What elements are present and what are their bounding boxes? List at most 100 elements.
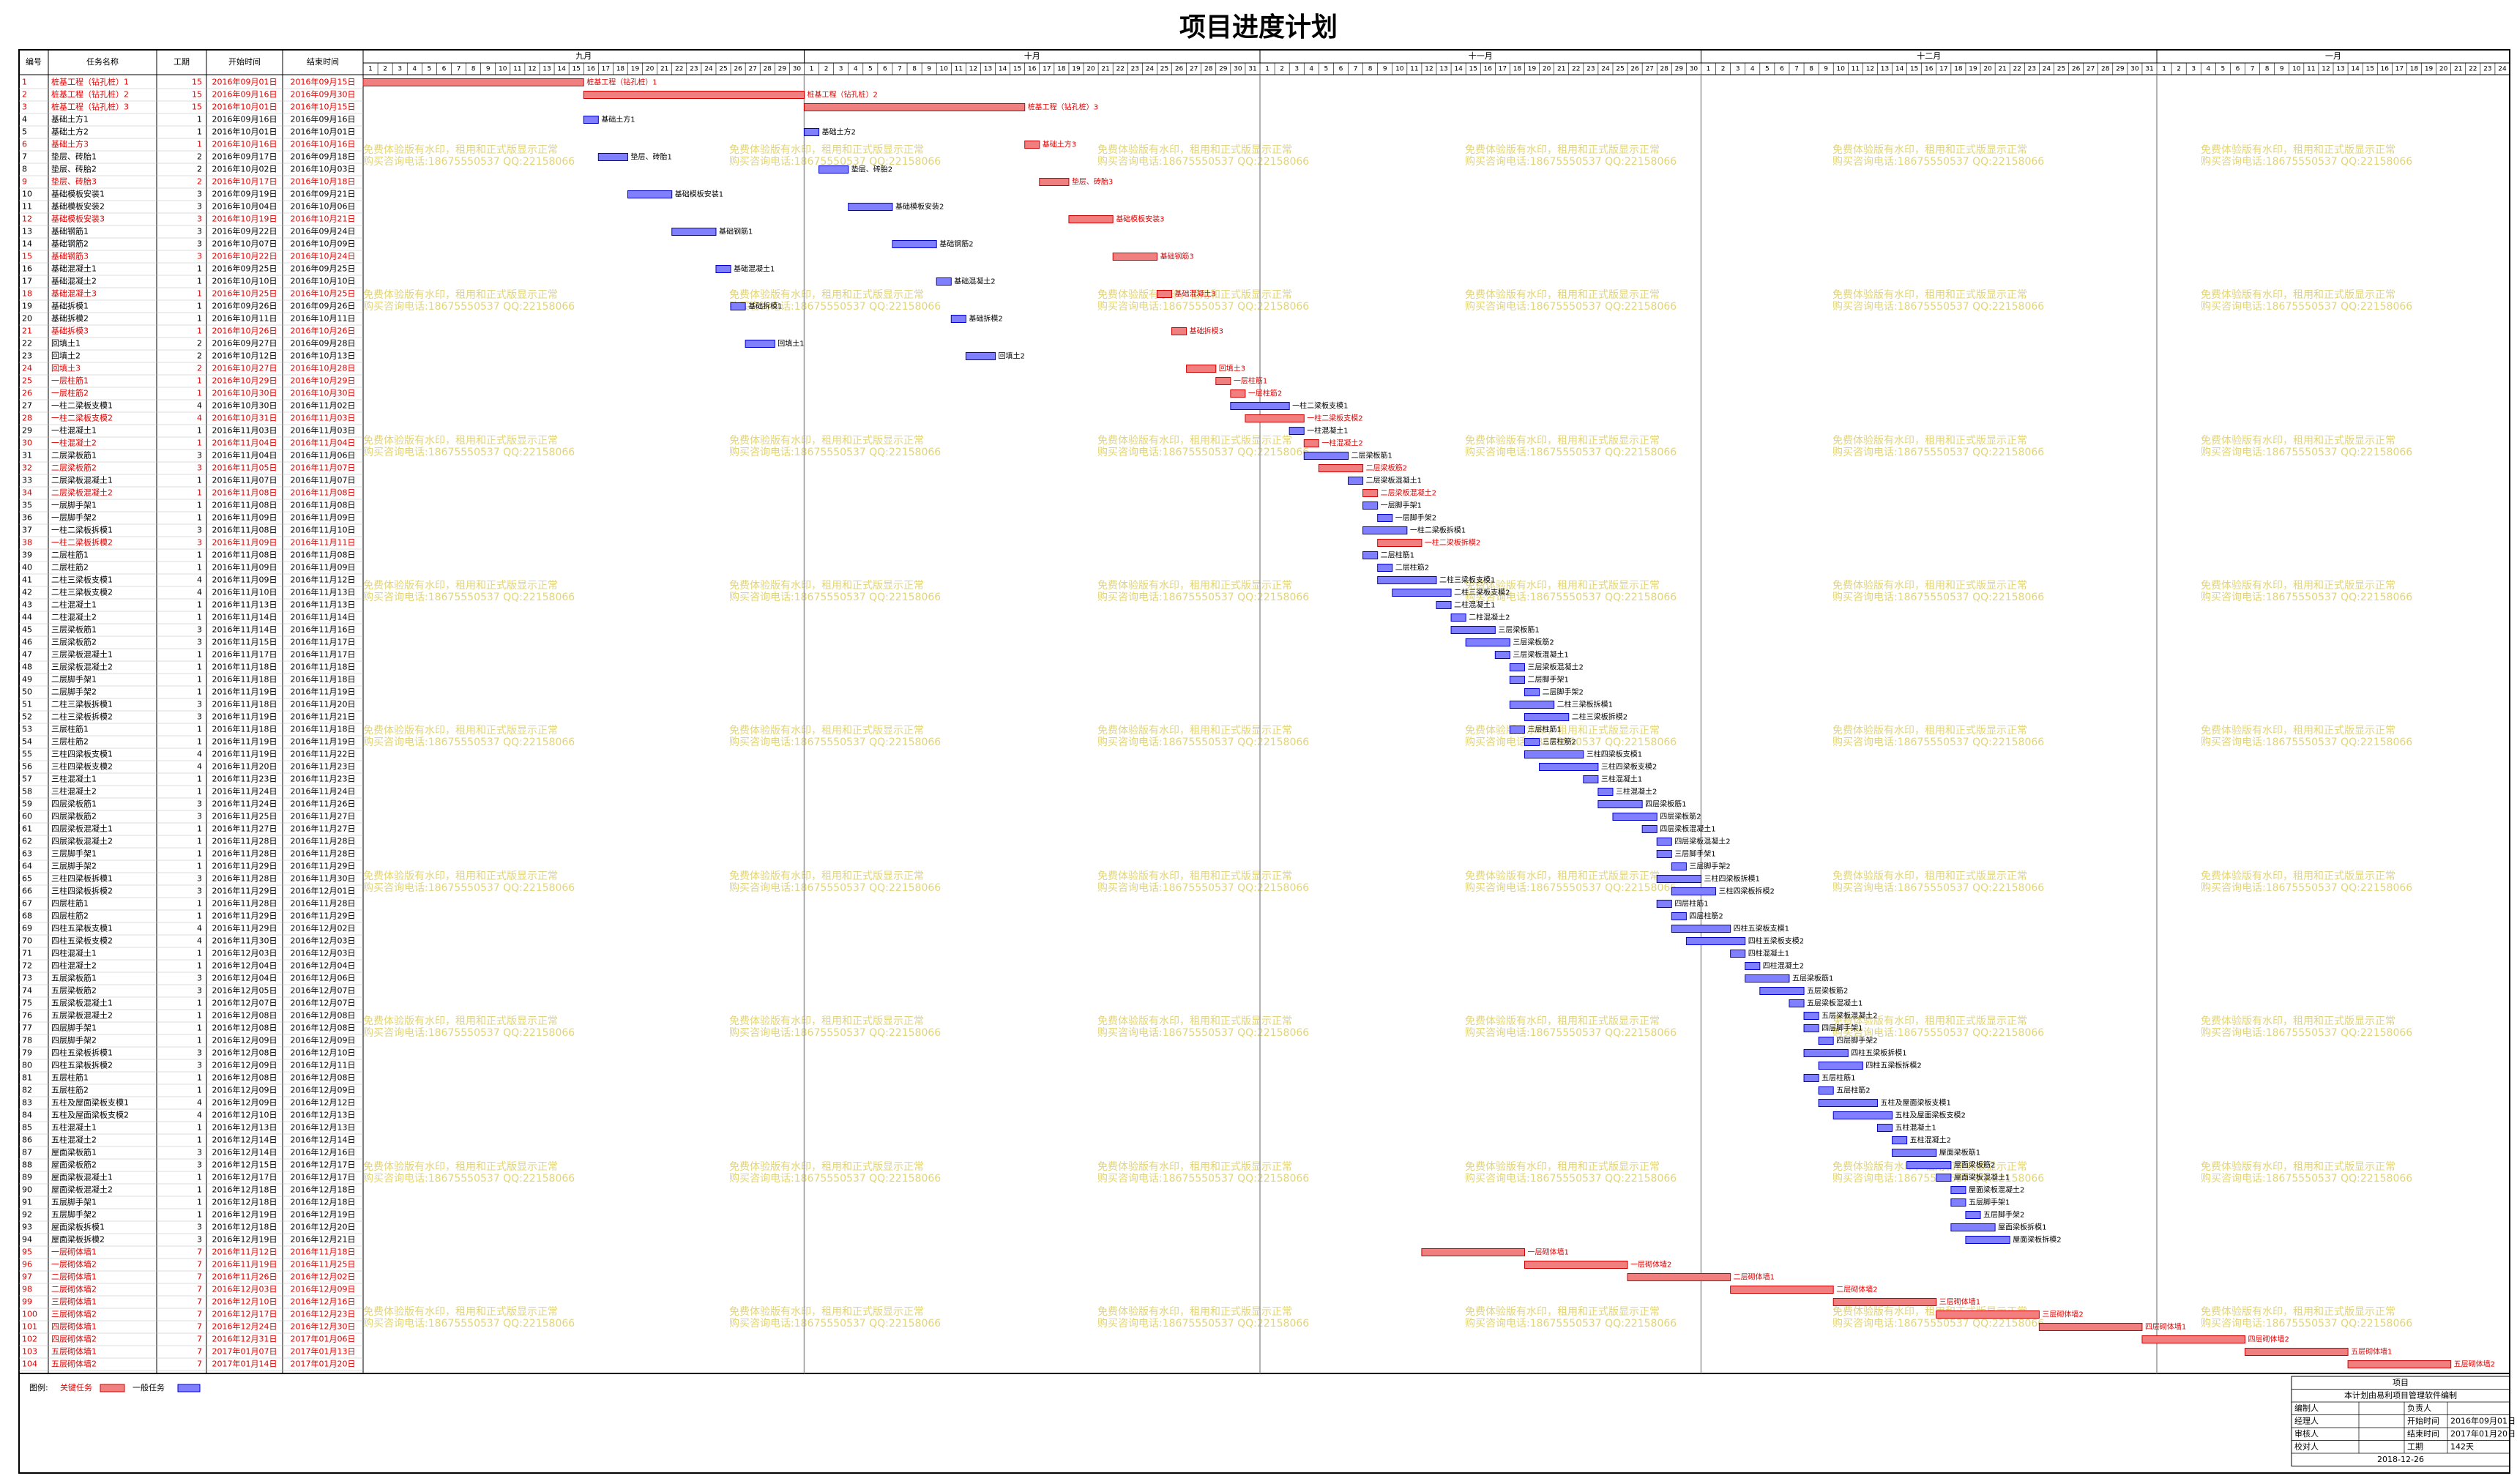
watermark: 购买咨询电话:18675550537 QQ:22158066 bbox=[363, 1318, 575, 1330]
task-duration: 7 bbox=[197, 1260, 202, 1269]
bar-label: 垫层、砖胎2 bbox=[851, 165, 892, 174]
task-bar bbox=[1303, 439, 1319, 447]
day-label: 9 bbox=[927, 66, 931, 73]
task-end: 2016年12月18日 bbox=[291, 1185, 356, 1195]
task-name: 垫层、砖胎1 bbox=[51, 152, 97, 162]
task-end: 2016年09月28日 bbox=[291, 338, 356, 348]
bar-label: 三层柱筋2 bbox=[1543, 737, 1576, 747]
task-start: 2016年12月13日 bbox=[212, 1122, 277, 1133]
watermark: 购买咨询电话:18675550537 QQ:22158066 bbox=[1097, 447, 1309, 458]
task-end: 2016年12月20日 bbox=[291, 1222, 356, 1232]
watermark: 购买咨询电话:18675550537 QQ:22158066 bbox=[2201, 592, 2412, 603]
task-start: 2016年09月16日 bbox=[212, 114, 277, 124]
task-end: 2017年01月20日 bbox=[291, 1359, 356, 1369]
task-end: 2016年11月06日 bbox=[291, 450, 356, 461]
task-end: 2016年12月17日 bbox=[291, 1172, 356, 1182]
watermark: 购买咨询电话:18675550537 QQ:22158066 bbox=[729, 301, 941, 313]
day-label: 23 bbox=[1131, 66, 1139, 73]
legend-normal: 一般任务 bbox=[133, 1383, 165, 1392]
watermark: 购买咨询电话:18675550537 QQ:22158066 bbox=[1832, 882, 2044, 894]
info-note: 本计划由易利项目管理软件编制 bbox=[2344, 1390, 2457, 1400]
task-id: 58 bbox=[22, 787, 32, 797]
task-end: 2016年12月08日 bbox=[291, 1073, 356, 1083]
month-label: 一月 bbox=[2325, 51, 2341, 61]
task-duration: 1 bbox=[197, 1011, 202, 1021]
task-id: 68 bbox=[22, 911, 32, 921]
watermark: 免费体验版有水印，租用和正式版显示正常 bbox=[729, 580, 924, 592]
task-end: 2016年10月28日 bbox=[291, 363, 356, 373]
task-name: 二层梁板混凝土1 bbox=[51, 475, 113, 485]
task-bar bbox=[1656, 838, 1672, 846]
task-end: 2016年11月08日 bbox=[291, 500, 356, 510]
task-bar bbox=[2347, 1360, 2452, 1368]
task-duration: 3 bbox=[197, 986, 202, 996]
task-bar bbox=[745, 340, 775, 348]
task-end: 2016年10月18日 bbox=[291, 176, 356, 187]
task-end: 2016年11月18日 bbox=[291, 724, 356, 734]
watermark: 购买咨询电话:18675550537 QQ:22158066 bbox=[1465, 1027, 1677, 1039]
task-end: 2017年01月06日 bbox=[291, 1334, 356, 1344]
task-start: 2016年11月08日 bbox=[212, 488, 277, 498]
watermark: 购买咨询电话:18675550537 QQ:22158066 bbox=[2201, 1173, 2412, 1185]
watermark: 免费体验版有水印，租用和正式版显示正常 bbox=[1097, 580, 1292, 592]
day-label: 3 bbox=[1294, 66, 1299, 73]
day-label: 13 bbox=[984, 66, 992, 73]
task-name: 桩基工程（钻孔桩）3 bbox=[51, 102, 129, 112]
task-duration: 4 bbox=[197, 936, 202, 946]
bar-label: 二层砌体墙1 bbox=[1734, 1272, 1775, 1282]
watermark: 购买咨询电话:18675550537 QQ:22158066 bbox=[1832, 1318, 2044, 1330]
task-duration: 3 bbox=[197, 1148, 202, 1157]
task-bar bbox=[1656, 850, 1672, 858]
task-start: 2016年11月29日 bbox=[212, 923, 277, 933]
day-label: 31 bbox=[2145, 66, 2153, 73]
watermark: 购买咨询电话:18675550537 QQ:22158066 bbox=[1097, 737, 1309, 748]
task-duration: 3 bbox=[197, 887, 202, 896]
day-label: 30 bbox=[793, 66, 802, 73]
task-bar bbox=[1524, 1261, 1628, 1269]
task-start: 2016年11月28日 bbox=[212, 898, 277, 909]
bar-label: 五柱及屋面梁板支模2 bbox=[1895, 1111, 1966, 1120]
bar-label: 二层梁板筋1 bbox=[1351, 451, 1392, 461]
task-duration: 1 bbox=[197, 376, 202, 386]
day-label: 6 bbox=[1339, 66, 1343, 73]
bar-label: 屋面梁板混凝土1 bbox=[1954, 1173, 2010, 1182]
task-bar bbox=[2245, 1348, 2349, 1356]
task-start: 2016年11月10日 bbox=[212, 587, 277, 597]
task-end: 2016年11月23日 bbox=[291, 761, 356, 772]
task-start: 2016年11月29日 bbox=[212, 886, 277, 896]
task-duration: 4 bbox=[197, 924, 202, 933]
task-duration: 2 bbox=[197, 152, 202, 162]
task-start: 2016年09月16日 bbox=[212, 89, 277, 100]
day-label: 5 bbox=[1765, 66, 1770, 73]
watermark: 免费体验版有水印，租用和正式版显示正常 bbox=[363, 289, 558, 301]
task-id: 26 bbox=[22, 389, 32, 398]
task-end: 2016年10月29日 bbox=[291, 376, 356, 386]
task-start: 2016年12月10日 bbox=[212, 1110, 277, 1120]
task-duration: 1 bbox=[197, 1136, 202, 1145]
task-name: 垫层、砖胎3 bbox=[51, 176, 97, 187]
watermark: 免费体验版有水印，租用和正式版显示正常 bbox=[1465, 289, 1660, 301]
task-duration: 1 bbox=[197, 488, 202, 498]
task-start: 2016年12月31日 bbox=[212, 1334, 277, 1344]
task-start: 2016年11月05日 bbox=[212, 463, 277, 473]
task-duration: 4 bbox=[197, 750, 202, 759]
task-start: 2016年10月31日 bbox=[212, 413, 277, 423]
task-start: 2016年12月08日 bbox=[212, 1023, 277, 1033]
task-name: 三柱四梁板拆模2 bbox=[51, 886, 113, 896]
watermark: 购买咨询电话:18675550537 QQ:22158066 bbox=[363, 592, 575, 603]
task-bar bbox=[1803, 1012, 1819, 1020]
task-bar bbox=[1818, 1086, 1834, 1095]
task-duration: 3 bbox=[197, 1223, 202, 1232]
task-bar bbox=[1039, 178, 1070, 186]
task-end: 2016年11月30日 bbox=[291, 873, 356, 884]
day-label: 18 bbox=[1513, 66, 1522, 73]
task-start: 2016年12月04日 bbox=[212, 973, 277, 983]
task-name: 三层梁板混凝土2 bbox=[51, 662, 113, 672]
bar-label: 基础钢筋1 bbox=[719, 227, 753, 236]
task-bar bbox=[597, 153, 628, 161]
task-bar bbox=[1671, 887, 1717, 895]
day-label: 10 bbox=[499, 66, 507, 73]
task-bar bbox=[1671, 862, 1687, 870]
task-end: 2016年10月16日 bbox=[291, 139, 356, 149]
watermark: 购买咨询电话:18675550537 QQ:22158066 bbox=[1097, 1318, 1309, 1330]
